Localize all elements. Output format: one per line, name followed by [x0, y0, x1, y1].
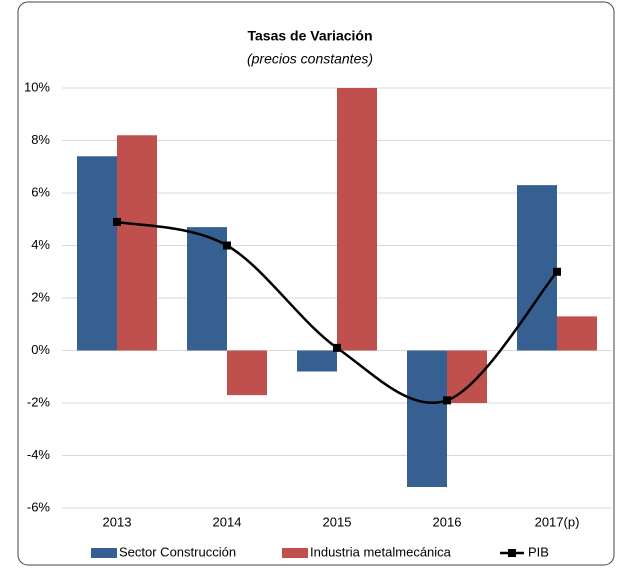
legend-label: PIB	[528, 544, 549, 559]
x-tick-label: 2013	[103, 514, 132, 529]
bar	[227, 350, 267, 396]
y-tick-label: 0%	[31, 342, 50, 357]
line-marker	[553, 267, 561, 276]
bar	[557, 316, 597, 351]
line-marker	[223, 241, 231, 250]
legend-label: Industria metalmecánica	[310, 544, 452, 559]
x-tick-label: 2015	[323, 514, 352, 529]
x-tick-label: 2016	[433, 514, 462, 529]
y-tick-label: -6%	[27, 499, 51, 514]
bar	[117, 135, 157, 351]
legend-swatch	[91, 548, 117, 558]
y-tick-label: -4%	[27, 447, 51, 462]
y-tick-label: 10%	[24, 79, 50, 94]
y-tick-label: 6%	[31, 184, 50, 199]
y-tick-label: 4%	[31, 237, 50, 252]
line-marker	[333, 343, 341, 352]
x-tick-label: 2017(p)	[535, 514, 580, 529]
bar	[407, 350, 447, 487]
y-tick-label: 8%	[31, 132, 50, 147]
x-tick-label: 2014	[213, 514, 242, 529]
legend-label: Sector Construcción	[119, 544, 236, 559]
bar	[187, 227, 227, 351]
bar	[517, 185, 557, 351]
bar	[337, 88, 377, 351]
y-tick-label: -2%	[27, 394, 51, 409]
legend-swatch	[282, 548, 308, 558]
chart-title: Tasas de Variación	[247, 28, 372, 44]
bar	[297, 350, 337, 372]
chart-frame	[17, 1, 615, 566]
line-marker	[443, 396, 451, 405]
line-marker	[113, 217, 121, 226]
bar	[447, 350, 487, 403]
chart-subtitle: (precios constantes)	[247, 51, 373, 67]
y-tick-label: 2%	[31, 289, 50, 304]
bar	[77, 156, 117, 351]
legend-marker	[508, 549, 516, 557]
